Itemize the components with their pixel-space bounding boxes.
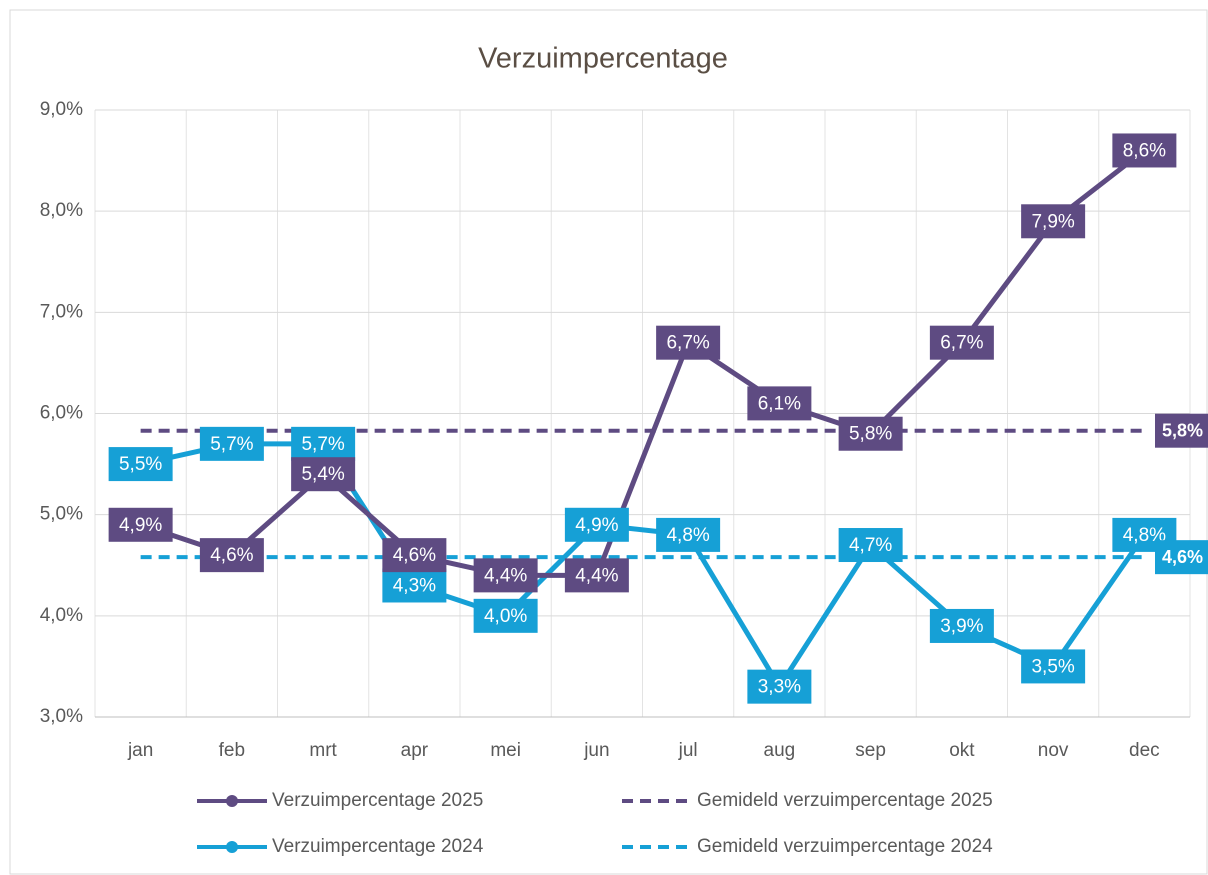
average-label: 5,8% xyxy=(1162,420,1203,440)
y-tick-label: 9,0% xyxy=(40,99,83,120)
data-label: 5,7% xyxy=(301,434,344,455)
x-tick-label: nov xyxy=(1038,740,1069,761)
legend-label: Gemideld verzuimpercentage 2025 xyxy=(697,790,993,811)
data-label-box xyxy=(291,457,356,492)
legend-label: Verzuimpercentage 2025 xyxy=(272,790,483,811)
data-label: 3,3% xyxy=(758,677,801,698)
x-tick-label: jul xyxy=(678,740,698,761)
data-label: 4,3% xyxy=(393,575,436,596)
average-label-box xyxy=(1155,413,1208,448)
data-label-box xyxy=(656,325,721,360)
legend-label: Verzuimpercentage 2024 xyxy=(272,836,484,857)
x-tick-label: mei xyxy=(490,740,521,761)
data-label: 4,8% xyxy=(666,525,709,546)
y-tick-label: 7,0% xyxy=(40,301,83,322)
x-tick-label: aug xyxy=(764,740,796,761)
chart-title: Verzuimpercentage xyxy=(478,43,728,75)
data-label: 8,6% xyxy=(1123,140,1166,161)
data-label: 3,9% xyxy=(940,616,983,637)
data-label-box xyxy=(382,538,447,573)
data-label: 4,0% xyxy=(484,606,527,627)
y-tick-label: 5,0% xyxy=(40,504,83,525)
data-label-box xyxy=(929,325,994,360)
y-tick-label: 6,0% xyxy=(40,403,83,424)
data-label-box xyxy=(1021,204,1086,239)
data-label: 3,5% xyxy=(1031,656,1074,677)
data-label-box xyxy=(656,517,721,552)
data-label: 4,6% xyxy=(210,545,253,566)
average-label-box xyxy=(1155,540,1208,575)
data-label-box xyxy=(564,558,629,593)
x-tick-label: mrt xyxy=(309,740,337,761)
data-label-box xyxy=(291,426,356,461)
data-label: 7,9% xyxy=(1031,211,1074,232)
legend-marker xyxy=(226,795,238,807)
data-label-box xyxy=(473,558,538,593)
data-label: 4,7% xyxy=(849,535,892,556)
data-label-box xyxy=(473,598,538,633)
data-label: 5,4% xyxy=(301,464,344,485)
data-label: 5,8% xyxy=(849,424,892,445)
data-label: 6,7% xyxy=(940,333,983,354)
data-label-box xyxy=(747,669,812,704)
x-tick-label: jan xyxy=(127,740,153,761)
y-tick-label: 4,0% xyxy=(40,605,83,626)
data-label-box xyxy=(199,538,264,573)
x-tick-label: apr xyxy=(401,740,429,761)
data-label-box xyxy=(838,416,903,451)
data-label: 6,7% xyxy=(666,333,709,354)
data-label: 5,5% xyxy=(119,454,162,475)
data-label-box xyxy=(108,507,173,542)
data-label: 4,9% xyxy=(119,515,162,536)
data-label: 4,4% xyxy=(575,565,618,586)
data-label-box xyxy=(564,507,629,542)
y-tick-label: 8,0% xyxy=(40,200,83,221)
data-label: 5,7% xyxy=(210,434,253,455)
legend-marker xyxy=(226,841,238,853)
data-label-box xyxy=(929,608,994,643)
data-label: 4,4% xyxy=(484,565,527,586)
x-tick-label: jun xyxy=(583,740,609,761)
x-tick-label: dec xyxy=(1129,740,1160,761)
data-label-box xyxy=(199,426,264,461)
data-label: 4,9% xyxy=(575,515,618,536)
data-label: 6,1% xyxy=(758,393,801,414)
data-label-box xyxy=(382,568,447,603)
data-label: 4,6% xyxy=(393,545,436,566)
legend-label: Gemideld verzuimpercentage 2024 xyxy=(697,836,993,857)
data-label-box xyxy=(747,386,812,421)
y-tick-label: 3,0% xyxy=(40,706,83,727)
data-label-box xyxy=(1021,649,1086,684)
data-label-box xyxy=(1112,133,1177,168)
data-label-box xyxy=(838,528,903,563)
x-tick-label: okt xyxy=(949,740,975,761)
average-label: 4,6% xyxy=(1162,547,1203,567)
x-tick-label: sep xyxy=(855,740,886,761)
data-label-box xyxy=(108,447,173,482)
x-tick-label: feb xyxy=(219,740,245,761)
